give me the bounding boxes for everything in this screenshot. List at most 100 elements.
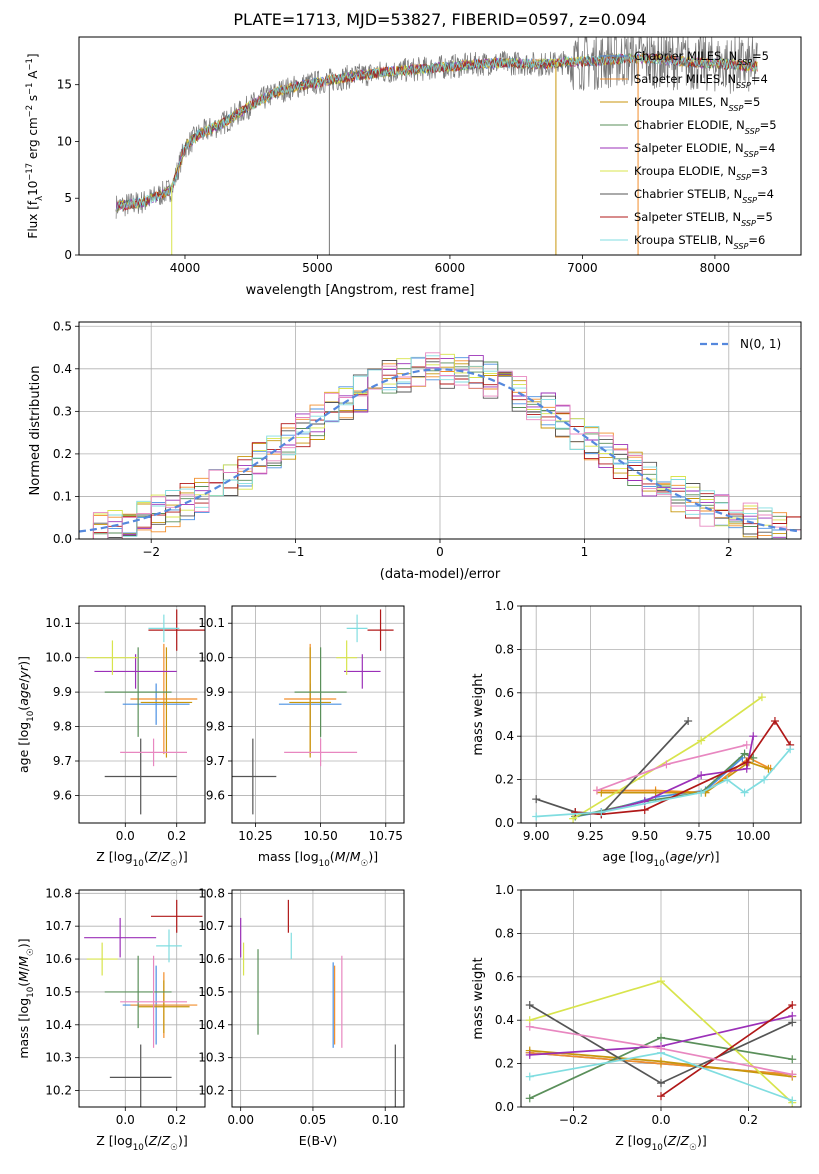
weight-marker — [657, 1079, 665, 1088]
weight-marker — [571, 808, 580, 817]
y-tick-label: 10.6 — [198, 952, 225, 966]
y-tick-label: 10.1 — [45, 616, 72, 630]
x-tick-label: 8000 — [700, 261, 731, 275]
panel-mass_vs_ebv: 0.00 0.05 0.10 10.2 10.3 10.4 10.5 10.6 10.7 10.8 — [198, 886, 405, 1127]
y-tick-label: 10.8 — [198, 886, 225, 900]
legend-entry-label: Kroupa ELODIE, NSSP=3 — [634, 164, 768, 182]
weight-marker — [640, 805, 649, 814]
weight-marker — [757, 693, 766, 702]
x-axis-label: age [log10(age/yr)] — [602, 849, 719, 869]
x-tick-label: 0.05 — [300, 1113, 327, 1127]
x-tick-label: −1 — [287, 545, 305, 559]
figure-title: PLATE=1713, MJD=53827, FIBERID=0597, z=0… — [233, 10, 647, 29]
x-tick-label: 0.0 — [116, 1113, 135, 1127]
legend-entry-label: Chabrier STELIB, NSSP=4 — [634, 187, 774, 205]
x-tick-label: 0.0 — [116, 829, 135, 843]
y-tick-label: 15 — [57, 78, 72, 92]
errorbar-salpeter_elodie — [84, 917, 157, 958]
y-tick-label: 1.0 — [495, 883, 514, 897]
errorbar-kroupa_elodie — [336, 640, 358, 675]
y-axis-label: mass weight — [471, 673, 486, 755]
legend: N(0, 1) — [700, 337, 781, 351]
weight-marker — [740, 749, 749, 758]
y-tick-label: 0.4 — [53, 362, 72, 376]
panel-weight_vs_Z: −0.2 0.0 0.2 0.0 0.2 0.4 0.6 0.8 1.0 — [495, 883, 802, 1127]
plot-area — [525, 977, 797, 1107]
y-tick-label: 0.8 — [495, 642, 514, 656]
errorbar-salpeter_stelib — [148, 609, 205, 651]
plot-area — [84, 899, 203, 1107]
errorbar-kroupa_miles — [138, 980, 190, 1034]
legend-entry-label: N(0, 1) — [740, 337, 781, 351]
y-tick-label: 9.8 — [206, 720, 225, 734]
errorbar-pink — [120, 738, 187, 767]
weight-marker — [788, 1001, 797, 1010]
weight-marker — [749, 732, 758, 741]
plot-area — [115, 37, 758, 255]
y-axis-label: Normed distribution — [28, 366, 43, 496]
legend-entry-label: Salpeter ELODIE, NSSP=4 — [634, 141, 775, 159]
weight-marker — [657, 1044, 665, 1053]
weight-line-pink — [596, 744, 747, 792]
errorbar-salpeter_miles — [130, 643, 198, 755]
x-tick-label: 0.2 — [167, 829, 186, 843]
weight-marker — [788, 1070, 797, 1079]
x-tick-label: 0.2 — [739, 1113, 758, 1127]
legend-entry-label: Chabrier MILES, NSSP=5 — [634, 49, 769, 67]
x-tick-label: −0.2 — [559, 1113, 588, 1127]
errorbar-pink — [284, 738, 358, 767]
x-tick-label: 2 — [725, 545, 733, 559]
y-tick-label: 0.2 — [495, 1057, 514, 1071]
y-tick-label: 0.0 — [495, 816, 514, 830]
axes-frame — [78, 889, 206, 1108]
y-axis-label: age [log10(age/yr)] — [16, 656, 36, 773]
panel-mass_vs_Z: 0.0 0.2 10.2 10.3 10.4 10.5 10.6 10.7 10.8 — [45, 886, 206, 1127]
panel-age_vs_mass: 10.25 10.50 10.75 9.6 9.7 9.8 9.9 10.0 10.1 — [198, 605, 405, 843]
y-tick-label: 9.6 — [206, 788, 225, 802]
y-tick-label: 5 — [64, 191, 72, 205]
y-tick-label: 9.8 — [53, 720, 72, 734]
x-tick-label: 10.00 — [736, 829, 770, 843]
y-tick-label: 0.6 — [495, 970, 514, 984]
weight-line-kroupa_elodie — [572, 696, 763, 820]
x-axis-label: Z [log10(Z/Z☉)] — [96, 1133, 188, 1153]
x-tick-label: 4000 — [170, 261, 201, 275]
x-tick-label: 0.0 — [651, 1113, 670, 1127]
weight-marker — [684, 717, 693, 726]
y-tick-label: 1.0 — [495, 599, 514, 613]
weight-marker — [592, 786, 601, 795]
x-tick-label: 1 — [581, 545, 589, 559]
weight-line-salpeter_stelib — [660, 1004, 793, 1097]
axes-frame — [78, 605, 206, 824]
weight-marker — [657, 1033, 665, 1042]
y-tick-label: 9.7 — [53, 754, 72, 768]
y-tick-label: 0.4 — [495, 729, 514, 743]
weight-marker — [525, 1094, 534, 1103]
weight-marker — [697, 788, 706, 797]
normal-curve — [79, 368, 801, 533]
errorbar-salpeter_stelib — [367, 609, 394, 651]
errorbar-kroupa_stelib — [346, 614, 368, 643]
weight-marker — [742, 740, 751, 749]
x-tick-label: 9.75 — [686, 829, 713, 843]
weight-marker — [597, 788, 606, 797]
y-tick-label: 10 — [57, 134, 72, 148]
weight-marker — [788, 1055, 797, 1064]
weight-marker — [657, 977, 665, 986]
errorbar-kroupa_stelib — [156, 929, 182, 963]
x-tick-label: 9.50 — [631, 829, 658, 843]
x-axis-label: (data-model)/error — [380, 567, 501, 582]
weight-marker — [525, 1050, 534, 1059]
weight-marker — [651, 788, 660, 797]
errorbar-pink — [120, 955, 187, 1048]
axes-frame — [231, 605, 405, 824]
y-axis-label: Flux [fλ10−17 erg cm−2 s−1 A−1] — [24, 53, 44, 238]
errorbar-salpeter_stelib — [151, 899, 203, 933]
x-tick-label: 0.10 — [372, 1113, 399, 1127]
y-tick-label: 9.6 — [53, 788, 72, 802]
model-spectrum-salpeter_stelib — [115, 53, 758, 212]
weight-marker — [532, 795, 541, 804]
y-tick-label: 10.7 — [45, 919, 72, 933]
y-axis-label: mass weight — [471, 957, 486, 1039]
